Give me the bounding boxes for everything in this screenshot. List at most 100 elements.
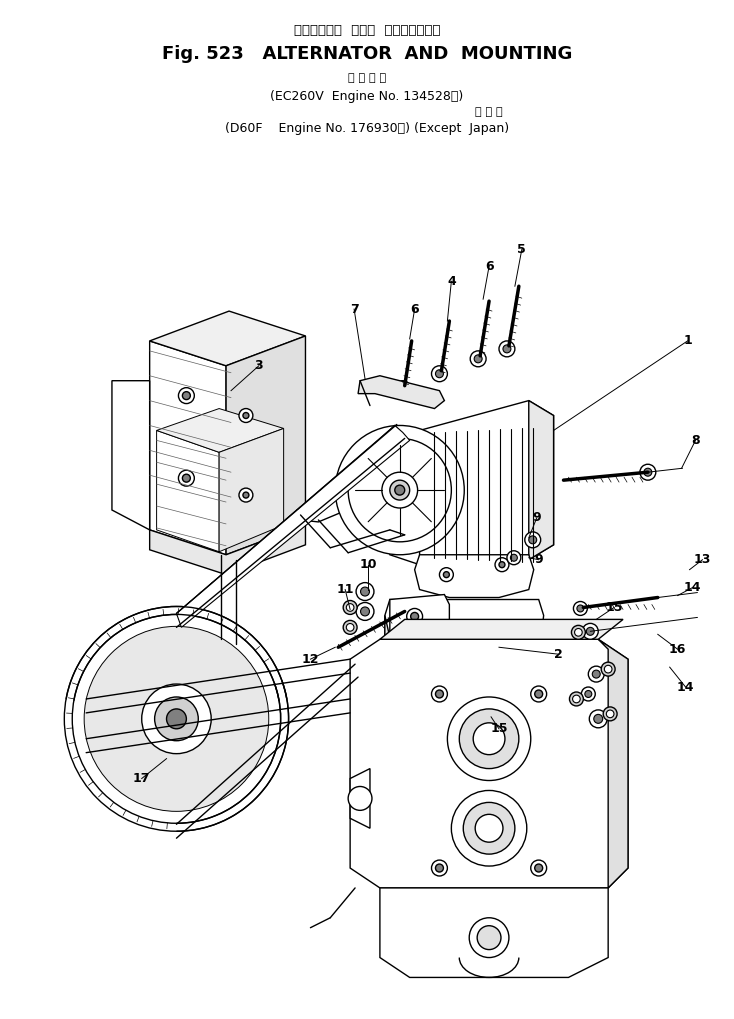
Text: 2: 2 bbox=[554, 648, 563, 660]
Circle shape bbox=[575, 629, 582, 636]
Polygon shape bbox=[350, 768, 370, 828]
Circle shape bbox=[451, 791, 527, 866]
Text: 適 用 号 機: 適 用 号 機 bbox=[348, 73, 386, 84]
Polygon shape bbox=[297, 466, 415, 522]
Circle shape bbox=[589, 666, 604, 682]
Circle shape bbox=[239, 488, 253, 502]
Text: オルタネータ  および  マウンティング: オルタネータ および マウンティング bbox=[294, 24, 440, 37]
Circle shape bbox=[589, 710, 607, 728]
Polygon shape bbox=[528, 400, 553, 559]
Circle shape bbox=[499, 341, 515, 357]
Circle shape bbox=[412, 634, 418, 639]
Circle shape bbox=[525, 532, 541, 548]
Circle shape bbox=[474, 355, 482, 363]
Circle shape bbox=[535, 690, 542, 698]
Text: 5: 5 bbox=[517, 243, 526, 256]
Circle shape bbox=[477, 925, 501, 950]
Circle shape bbox=[473, 722, 505, 755]
Text: 11: 11 bbox=[336, 583, 354, 596]
Polygon shape bbox=[219, 428, 283, 551]
Circle shape bbox=[183, 474, 190, 482]
Circle shape bbox=[535, 864, 542, 872]
Circle shape bbox=[459, 709, 519, 768]
Circle shape bbox=[239, 409, 253, 423]
Circle shape bbox=[448, 697, 531, 781]
Circle shape bbox=[499, 561, 505, 568]
Circle shape bbox=[178, 470, 195, 486]
Circle shape bbox=[356, 583, 374, 600]
Circle shape bbox=[463, 802, 515, 854]
Circle shape bbox=[344, 621, 357, 634]
Circle shape bbox=[435, 370, 443, 378]
Polygon shape bbox=[350, 639, 628, 888]
Text: (D60F    Engine No. 176930～) (Except  Japan): (D60F Engine No. 176930～) (Except Japan) bbox=[225, 121, 509, 135]
Polygon shape bbox=[420, 400, 553, 559]
Circle shape bbox=[594, 714, 603, 723]
Polygon shape bbox=[385, 599, 544, 679]
Text: 8: 8 bbox=[691, 434, 700, 447]
Circle shape bbox=[346, 624, 354, 631]
Text: 14: 14 bbox=[677, 681, 694, 694]
Circle shape bbox=[469, 918, 509, 958]
Polygon shape bbox=[390, 435, 454, 565]
Circle shape bbox=[435, 864, 443, 872]
Text: 9: 9 bbox=[534, 553, 543, 567]
Circle shape bbox=[586, 628, 595, 635]
Circle shape bbox=[360, 587, 369, 596]
Polygon shape bbox=[385, 615, 395, 679]
Circle shape bbox=[495, 557, 509, 572]
Circle shape bbox=[585, 691, 592, 697]
Circle shape bbox=[503, 344, 511, 353]
Circle shape bbox=[531, 686, 547, 702]
Text: Fig. 523   ALTERNATOR  AND  MOUNTING: Fig. 523 ALTERNATOR AND MOUNTING bbox=[161, 46, 573, 63]
Circle shape bbox=[432, 686, 448, 702]
Circle shape bbox=[603, 707, 617, 720]
Circle shape bbox=[531, 860, 547, 876]
Polygon shape bbox=[156, 409, 283, 452]
Circle shape bbox=[399, 385, 407, 392]
Text: 17: 17 bbox=[133, 772, 150, 785]
Circle shape bbox=[243, 492, 249, 498]
Circle shape bbox=[167, 709, 186, 729]
Polygon shape bbox=[380, 888, 608, 977]
Text: 15: 15 bbox=[606, 601, 623, 614]
Circle shape bbox=[570, 692, 584, 706]
Text: 7: 7 bbox=[349, 303, 358, 316]
Circle shape bbox=[573, 695, 580, 703]
Text: 6: 6 bbox=[484, 260, 493, 273]
Circle shape bbox=[443, 572, 449, 578]
Text: 13: 13 bbox=[694, 553, 711, 567]
Polygon shape bbox=[598, 639, 628, 888]
Circle shape bbox=[582, 624, 598, 639]
Text: 1: 1 bbox=[683, 334, 692, 347]
Circle shape bbox=[395, 485, 404, 495]
Polygon shape bbox=[156, 430, 219, 551]
Circle shape bbox=[243, 413, 249, 419]
Text: 16: 16 bbox=[669, 643, 686, 656]
Circle shape bbox=[470, 351, 486, 367]
Text: 6: 6 bbox=[410, 303, 419, 316]
Circle shape bbox=[335, 426, 465, 554]
Polygon shape bbox=[358, 376, 444, 409]
Circle shape bbox=[390, 480, 410, 500]
Circle shape bbox=[344, 600, 357, 614]
Circle shape bbox=[348, 438, 451, 542]
Text: 15: 15 bbox=[490, 722, 508, 736]
Polygon shape bbox=[380, 620, 623, 639]
Circle shape bbox=[475, 814, 503, 842]
Circle shape bbox=[410, 612, 418, 621]
Circle shape bbox=[601, 662, 615, 676]
Circle shape bbox=[407, 630, 421, 643]
Text: 4: 4 bbox=[447, 275, 456, 287]
Circle shape bbox=[510, 554, 517, 561]
Circle shape bbox=[84, 627, 269, 811]
Polygon shape bbox=[112, 381, 150, 530]
Text: 10: 10 bbox=[359, 558, 377, 572]
Circle shape bbox=[640, 465, 655, 480]
Polygon shape bbox=[226, 336, 305, 554]
Polygon shape bbox=[390, 594, 449, 654]
Circle shape bbox=[72, 614, 280, 823]
Circle shape bbox=[432, 366, 448, 382]
Circle shape bbox=[356, 602, 374, 621]
Circle shape bbox=[395, 381, 410, 396]
